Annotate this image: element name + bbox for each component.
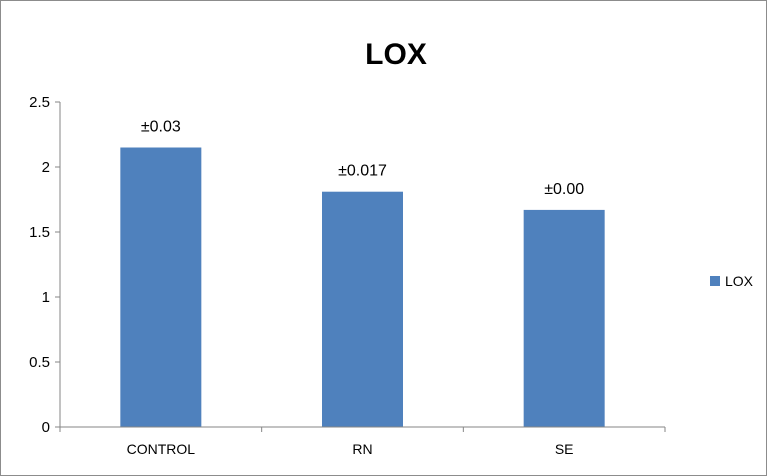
bar-rn: [322, 191, 403, 427]
x-axis-categories: CONTROL RN SE: [59, 427, 666, 457]
bar-se: [523, 209, 605, 427]
y-tick-label: 2.5: [29, 94, 50, 111]
y-tick-label: 0: [42, 419, 50, 436]
x-category-label: RN: [352, 441, 372, 457]
legend-swatch: [710, 276, 720, 286]
data-label-se: ±0.00: [544, 181, 584, 198]
y-tick-label: 1: [42, 289, 50, 306]
data-label-rn: ±0.017: [338, 163, 387, 180]
legend-label: LOX: [725, 273, 754, 289]
bar-control: [120, 147, 202, 427]
data-label-control: ±0.03: [141, 119, 181, 136]
legend: LOX: [710, 273, 754, 289]
bars: [120, 147, 605, 427]
y-axis-ticks: 0 0.5 1 1.5 2 2.5: [29, 94, 60, 436]
chart-title: LOX: [365, 38, 427, 71]
y-tick-label: 0.5: [29, 354, 50, 371]
x-category-label: CONTROL: [127, 441, 196, 457]
x-category-label: SE: [555, 441, 574, 457]
y-tick-label: 2: [42, 159, 50, 176]
y-tick-label: 1.5: [29, 224, 50, 241]
data-labels: ±0.03 ±0.017 ±0.00: [141, 119, 584, 198]
